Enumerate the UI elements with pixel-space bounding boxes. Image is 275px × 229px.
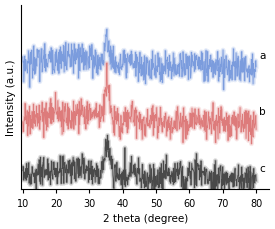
Y-axis label: Intensity (a.u.): Intensity (a.u.) xyxy=(6,59,16,135)
X-axis label: 2 theta (degree): 2 theta (degree) xyxy=(103,213,188,224)
Text: a: a xyxy=(259,50,266,60)
Text: c: c xyxy=(259,164,265,173)
Text: b: b xyxy=(259,107,266,117)
